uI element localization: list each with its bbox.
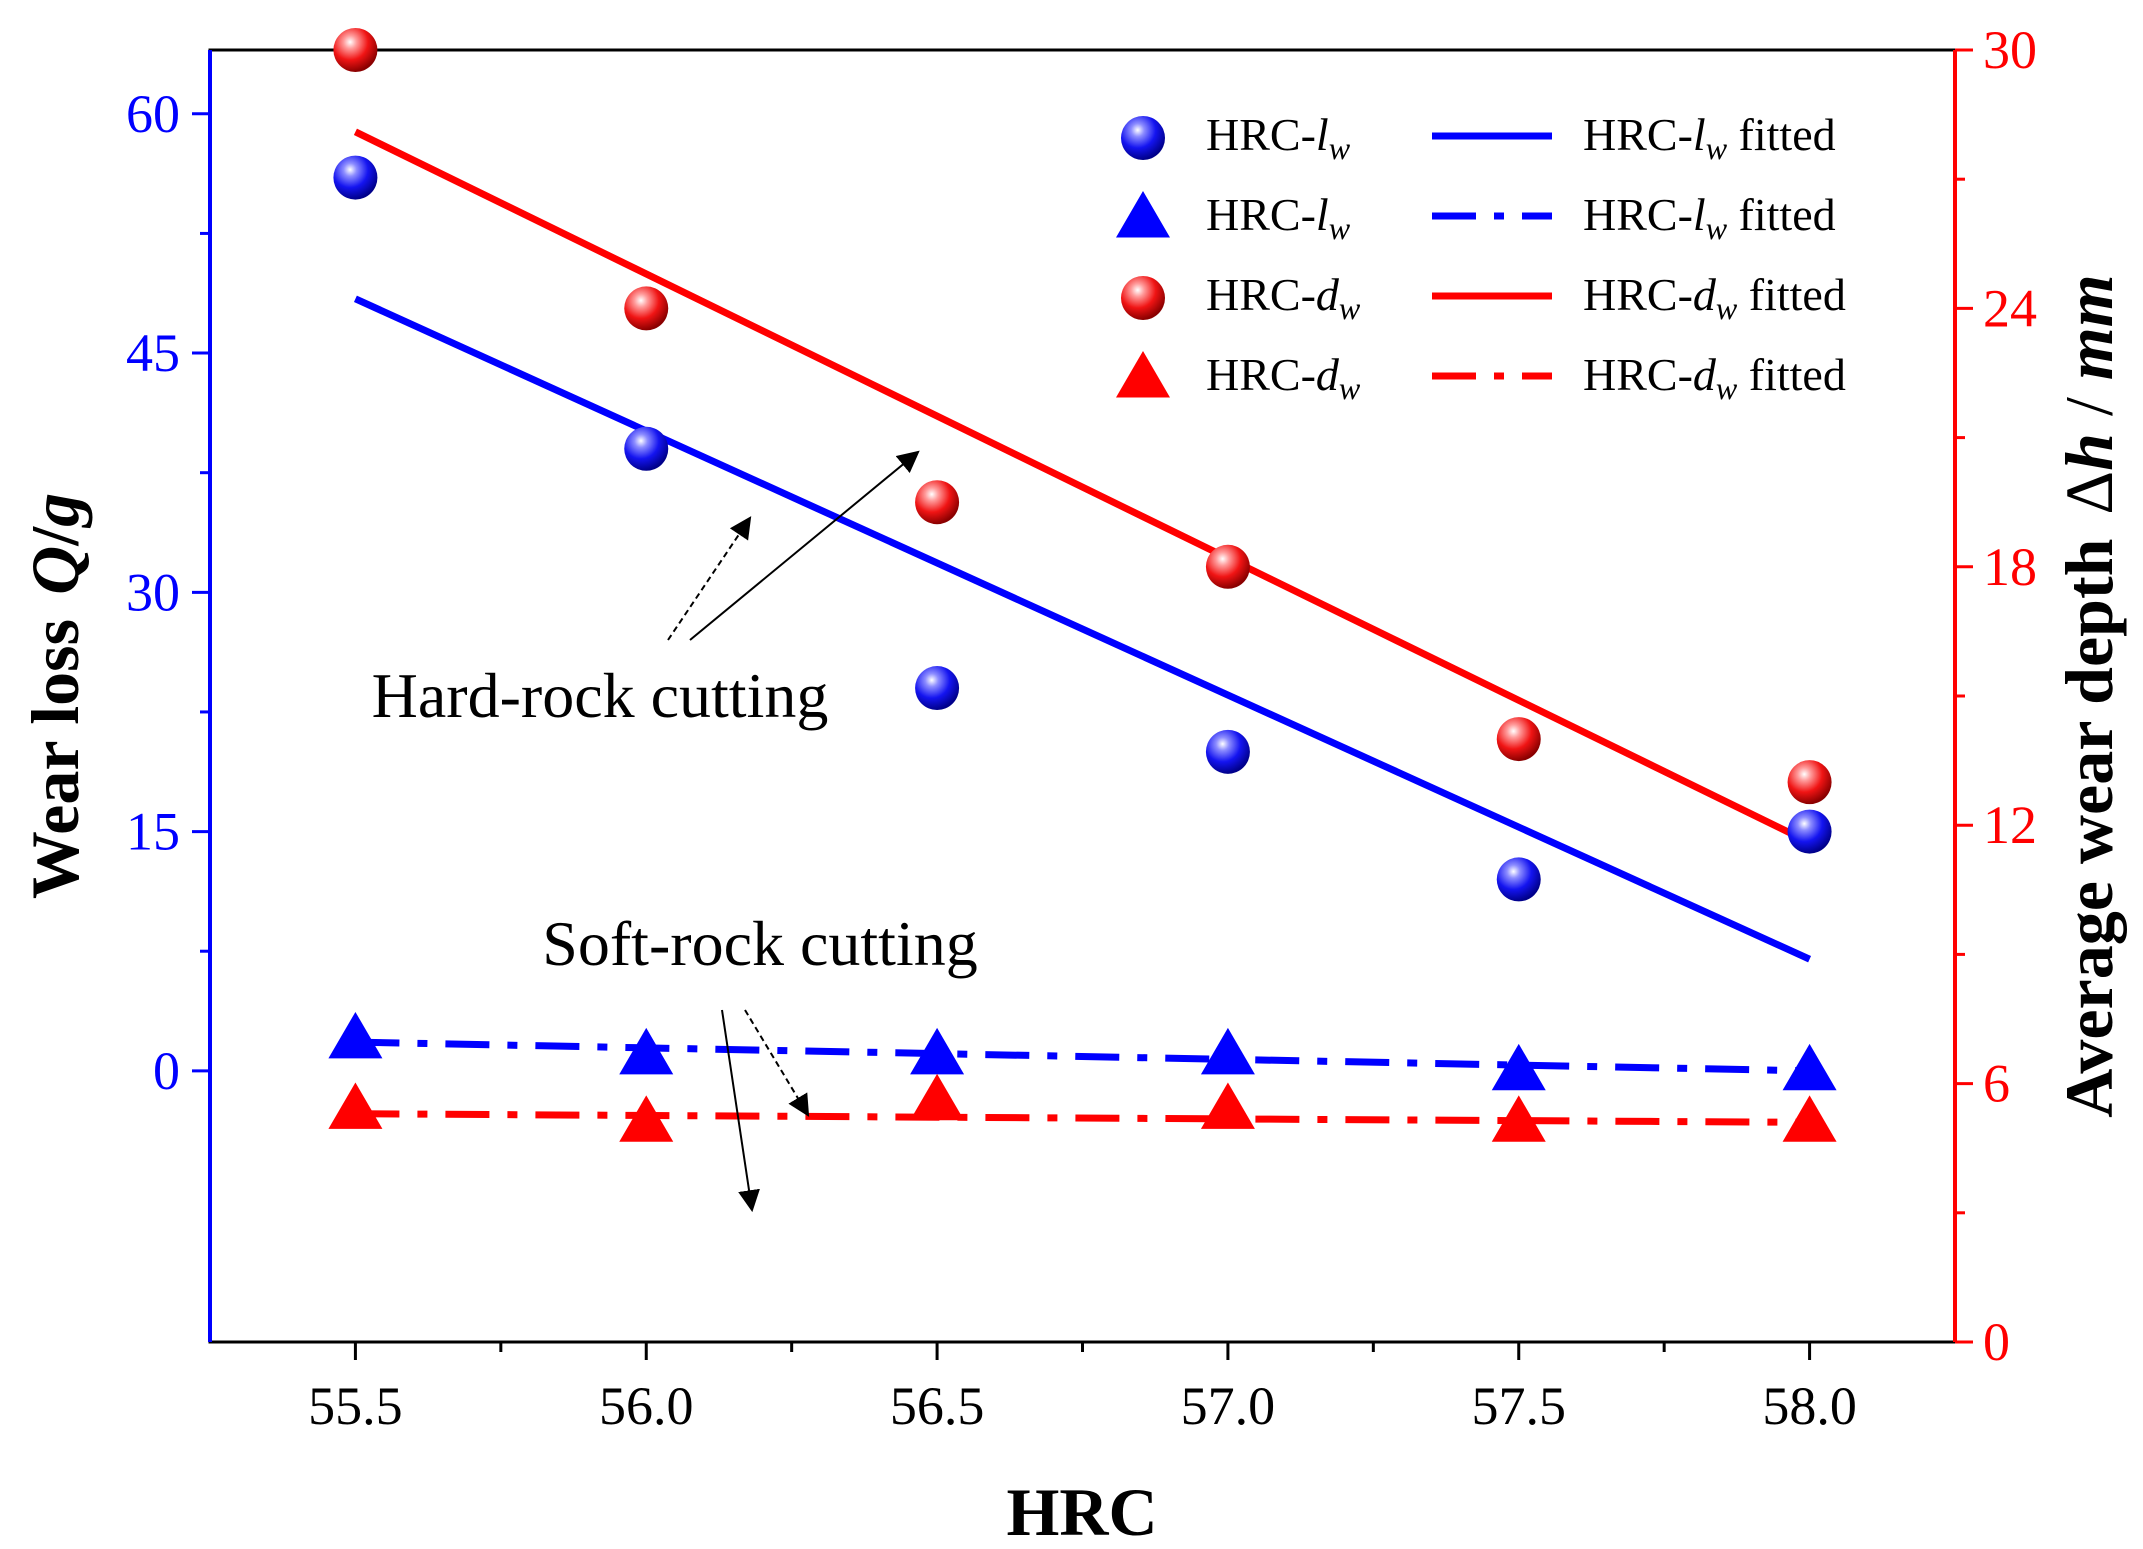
- legend-label: HRC-lw fitted: [1583, 109, 1836, 166]
- legend-marker-sphere: [1121, 276, 1165, 320]
- data-point-sphere: [1787, 809, 1832, 854]
- data-point-sphere: [1496, 857, 1541, 902]
- series-hrc-dw-triangle: [328, 1073, 1837, 1142]
- y2-axis-title: Average wear depthΔh / mm: [2051, 274, 2127, 1117]
- fit-line: [355, 1110, 1810, 1126]
- y-axis-title: Wear lossQ/g: [17, 493, 93, 899]
- legend-entry: HRC-lw fitted: [1432, 109, 1836, 166]
- data-point-triangle: [910, 1027, 965, 1075]
- series-hrc-lw-triangle: [328, 1011, 1837, 1091]
- y-tick-label: 30: [126, 562, 180, 622]
- legend-entry: HRC-dw fitted: [1432, 269, 1846, 326]
- series-hrc-lw-sphere: [333, 155, 1832, 902]
- legend-label: HRC-dw fitted: [1583, 349, 1846, 406]
- legend-entry: HRC-lw fitted: [1432, 189, 1836, 246]
- y-tick-label: 0: [153, 1041, 180, 1101]
- data-point-triangle: [1782, 1095, 1837, 1142]
- series-hrc-lw-fitted-dashdot: [355, 1038, 1810, 1075]
- y2-tick-label: 30: [1983, 20, 2037, 80]
- annotation-soft-rock: Soft-rock cutting: [542, 908, 977, 979]
- data-point-sphere: [624, 426, 669, 471]
- fit-line: [355, 1038, 1810, 1075]
- legend-marker-sphere: [1121, 116, 1165, 160]
- data-point-triangle: [1200, 1082, 1255, 1129]
- x-tick-label: 56.0: [599, 1376, 694, 1436]
- y-tick-label: 45: [126, 323, 180, 383]
- left-axis-ticks: 0 15 30 45 60: [126, 84, 210, 1101]
- y-axis-title-symbol: Q: [17, 546, 93, 595]
- legend: HRC-lw HRC-lw fitted HRC-lw HRC-lw fitted HR…: [1116, 109, 1846, 406]
- data-point-sphere: [915, 666, 960, 711]
- legend-label: HRC-lw: [1206, 189, 1351, 246]
- data-point-sphere: [333, 28, 378, 72]
- y-tick-label: 15: [126, 802, 180, 862]
- data-point-sphere: [1205, 544, 1250, 589]
- legend-label: HRC-dw: [1206, 269, 1361, 326]
- annotation-arrow-soft-2: [721, 1009, 760, 1213]
- data-point-sphere: [624, 286, 669, 331]
- y2-axis-title-symbol: h: [2051, 433, 2127, 471]
- data-point-sphere: [1205, 729, 1250, 774]
- y2-tick-label: 12: [1983, 795, 2037, 855]
- series-hrc-lw-fitted-solid: [353, 295, 1812, 963]
- y2-axis-title-unit: mm: [2051, 274, 2127, 380]
- data-point-triangle: [619, 1095, 674, 1142]
- y-tick-label: 60: [126, 84, 180, 144]
- x-tick-label: 56.5: [890, 1376, 985, 1436]
- y2-tick-label: 18: [1983, 537, 2037, 597]
- legend-label: HRC-dw: [1206, 349, 1361, 406]
- data-point-triangle: [1200, 1027, 1255, 1075]
- x-tick-label: 57.5: [1472, 1376, 1567, 1436]
- legend-entry: HRC-dw fitted: [1432, 349, 1846, 406]
- data-point-sphere: [1787, 760, 1832, 805]
- legend-marker-triangle: [1116, 191, 1170, 238]
- fit-line: [353, 295, 1812, 963]
- series-layer: [328, 28, 1837, 1142]
- soft-rock-annotation: Soft-rock cutting: [542, 908, 978, 1213]
- legend-entry: HRC-dw: [1121, 269, 1361, 326]
- legend-entry: HRC-lw: [1116, 189, 1351, 246]
- fit-line: [353, 128, 1812, 846]
- hard-rock-annotation: Hard-rock cutting: [372, 450, 920, 731]
- legend-marker-triangle: [1116, 351, 1170, 398]
- y2-axis-title-prefix: Average wear depth: [2051, 539, 2127, 1118]
- annotation-arrow-hard-2: [689, 450, 920, 641]
- data-point-triangle: [328, 1011, 383, 1059]
- data-point-triangle: [1782, 1043, 1837, 1091]
- right-axis-ticks: 0 6 12 18 24 30: [1955, 20, 2037, 1372]
- data-point-sphere: [915, 480, 960, 525]
- series-hrc-dw-fitted-dashdot: [355, 1110, 1810, 1126]
- annotation-arrow-hard-1: [667, 516, 752, 641]
- annotation-hard-rock: Hard-rock cutting: [372, 660, 829, 731]
- data-point-triangle: [910, 1073, 965, 1121]
- annotation-arrow-soft-1: [744, 1009, 810, 1117]
- data-point-triangle: [328, 1082, 383, 1129]
- y2-tick-label: 6: [1983, 1054, 2010, 1114]
- x-tick-label: 55.5: [308, 1376, 403, 1436]
- legend-entry: HRC-lw: [1121, 109, 1351, 166]
- data-point-triangle: [1491, 1043, 1546, 1091]
- data-point-triangle: [619, 1027, 674, 1075]
- x-tick-label: 57.0: [1181, 1376, 1276, 1436]
- x-axis-ticks: 55.5 56.0 56.5 57.0 57.5 58.0: [308, 1342, 1857, 1436]
- data-point-sphere: [333, 155, 378, 200]
- data-point-sphere: [1496, 717, 1541, 762]
- series-hrc-dw-sphere: [333, 28, 1832, 805]
- data-point-triangle: [1491, 1095, 1546, 1142]
- y-axis-title-unit: g: [17, 493, 93, 529]
- y-axis-title-prefix: Wear loss: [17, 619, 93, 899]
- y2-tick-label: 0: [1983, 1312, 2010, 1372]
- series-hrc-dw-fitted-solid: [353, 128, 1812, 846]
- x-tick-label: 58.0: [1762, 1376, 1857, 1436]
- legend-label: HRC-lw: [1206, 109, 1351, 166]
- legend-entry: HRC-dw: [1116, 349, 1361, 406]
- x-axis-title: HRC: [1006, 1474, 1157, 1549]
- legend-label: HRC-dw fitted: [1583, 269, 1846, 326]
- legend-label: HRC-lw fitted: [1583, 189, 1836, 246]
- y2-tick-label: 24: [1983, 278, 2037, 338]
